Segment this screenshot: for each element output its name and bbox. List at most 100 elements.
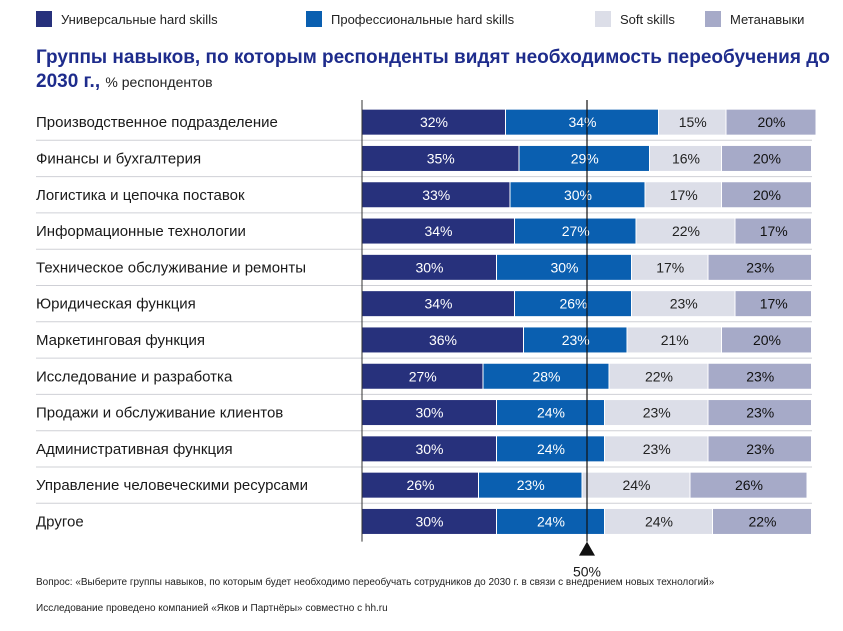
data-label: 23% <box>746 441 774 457</box>
data-label: 30% <box>550 259 578 275</box>
bar-segment-universal <box>362 145 519 171</box>
bar-segment-professional <box>497 508 604 534</box>
bar-segment-soft <box>605 400 708 426</box>
category-label: Исследование и разработка <box>36 368 233 385</box>
bar-segment-universal <box>362 254 496 280</box>
data-label: 30% <box>415 259 443 275</box>
bar-segment-professional <box>497 254 631 280</box>
data-label: 21% <box>661 332 689 348</box>
bar-segment-meta <box>690 472 807 498</box>
bar-segment-soft <box>609 363 708 389</box>
data-label: 22% <box>645 368 673 384</box>
chart-title: Группы навыков, по которым респонденты в… <box>36 46 836 94</box>
bar-segment-professional <box>483 363 609 389</box>
legend-label-professional-hard-skills: Профессиональные hard skills <box>331 11 515 27</box>
legend-label-soft-skills: Soft skills <box>620 11 675 27</box>
data-label: 34% <box>424 223 452 239</box>
data-label: 24% <box>537 513 565 529</box>
legend-label-metaskills: Метанавыки <box>730 11 805 27</box>
legend-swatch-professional-hard-skills <box>306 11 322 27</box>
legend-item-professional-hard-skills: Профессиональные hard skills <box>306 9 514 29</box>
footnote-question: Вопрос: «Выберите группы навыков, по кот… <box>36 577 715 588</box>
data-label: 30% <box>564 187 592 203</box>
bar-segment-meta <box>735 218 811 244</box>
data-label: 20% <box>753 332 781 348</box>
chart-title-unit: % респондентов <box>105 74 213 90</box>
bar-segment-universal <box>362 508 496 534</box>
bar-segment-soft <box>659 109 726 135</box>
data-label: 30% <box>415 513 443 529</box>
bar-segment-meta <box>708 363 811 389</box>
bar-segment-professional <box>519 145 649 171</box>
legend-item-soft-skills: Soft skills <box>595 9 675 29</box>
legend-label-universal-hard-skills: Универсальные hard skills <box>61 11 218 27</box>
data-label: 33% <box>422 187 450 203</box>
category-label: Продажи и обслуживание клиентов <box>36 405 283 422</box>
bar-segment-soft <box>605 508 712 534</box>
data-label: 27% <box>562 223 590 239</box>
data-label: 20% <box>757 114 785 130</box>
bar-segment-soft <box>645 182 721 208</box>
data-label: 20% <box>753 187 781 203</box>
data-label: 24% <box>537 441 565 457</box>
reference-marker-triangle <box>579 541 595 556</box>
data-label: 28% <box>532 368 560 384</box>
bar-segment-universal <box>362 327 523 353</box>
legend-item-universal-hard-skills: Универсальные hard skills <box>36 9 218 29</box>
bar-segment-meta <box>708 254 811 280</box>
bar-segment-universal <box>362 291 514 317</box>
legend-swatch-universal-hard-skills <box>36 11 52 27</box>
data-label: 34% <box>424 296 452 312</box>
data-label: 30% <box>415 405 443 421</box>
bar-segment-meta <box>726 109 816 135</box>
data-label: 22% <box>748 513 776 529</box>
data-label: 32% <box>420 114 448 130</box>
data-label: 24% <box>622 477 650 493</box>
data-label: 20% <box>753 150 781 166</box>
category-label: Маркетинговая функция <box>36 332 205 349</box>
bar-segment-professional <box>510 182 645 208</box>
data-label: 23% <box>670 296 698 312</box>
data-label: 23% <box>517 477 545 493</box>
data-label: 35% <box>427 150 455 166</box>
bar-segment-universal <box>362 182 510 208</box>
data-label: 22% <box>672 223 700 239</box>
data-label: 23% <box>643 405 671 421</box>
data-label: 30% <box>415 441 443 457</box>
bar-segment-universal <box>362 109 505 135</box>
bar-segment-soft <box>582 472 690 498</box>
category-label: Управление человеческими ресурсами <box>36 477 308 494</box>
reference-line-label: 50% <box>573 564 601 580</box>
data-label: 24% <box>645 513 673 529</box>
bar-segment-universal <box>362 472 478 498</box>
data-label: 34% <box>568 114 596 130</box>
category-label: Информационные технологии <box>36 223 246 240</box>
data-label: 36% <box>429 332 457 348</box>
bar-segment-meta <box>708 400 811 426</box>
data-label: 23% <box>746 259 774 275</box>
category-label: Техническое обслуживание и ремонты <box>36 259 306 276</box>
category-label: Административная функция <box>36 441 233 458</box>
bar-segment-professional <box>506 109 658 135</box>
legend-swatch-soft-skills <box>595 11 611 27</box>
data-label: 17% <box>656 259 684 275</box>
bar-segment-soft <box>632 254 708 280</box>
bar-segment-professional <box>524 327 627 353</box>
data-label: 26% <box>735 477 763 493</box>
bar-segment-soft <box>605 436 708 462</box>
bar-segment-professional <box>497 400 604 426</box>
bar-segment-meta <box>708 436 811 462</box>
bar-segment-professional <box>479 472 582 498</box>
bar-segment-meta <box>735 291 811 317</box>
bar-segment-universal <box>362 363 483 389</box>
data-label: 23% <box>643 441 671 457</box>
data-label: 17% <box>670 187 698 203</box>
data-label: 17% <box>760 296 788 312</box>
data-label: 17% <box>760 223 788 239</box>
chart-legend: Универсальные hard skills Профессиональн… <box>0 9 843 29</box>
bar-segment-universal <box>362 436 496 462</box>
bar-segment-professional <box>515 291 631 317</box>
category-label: Логистика и цепочка поставок <box>36 187 245 204</box>
bar-segment-meta <box>722 327 811 353</box>
